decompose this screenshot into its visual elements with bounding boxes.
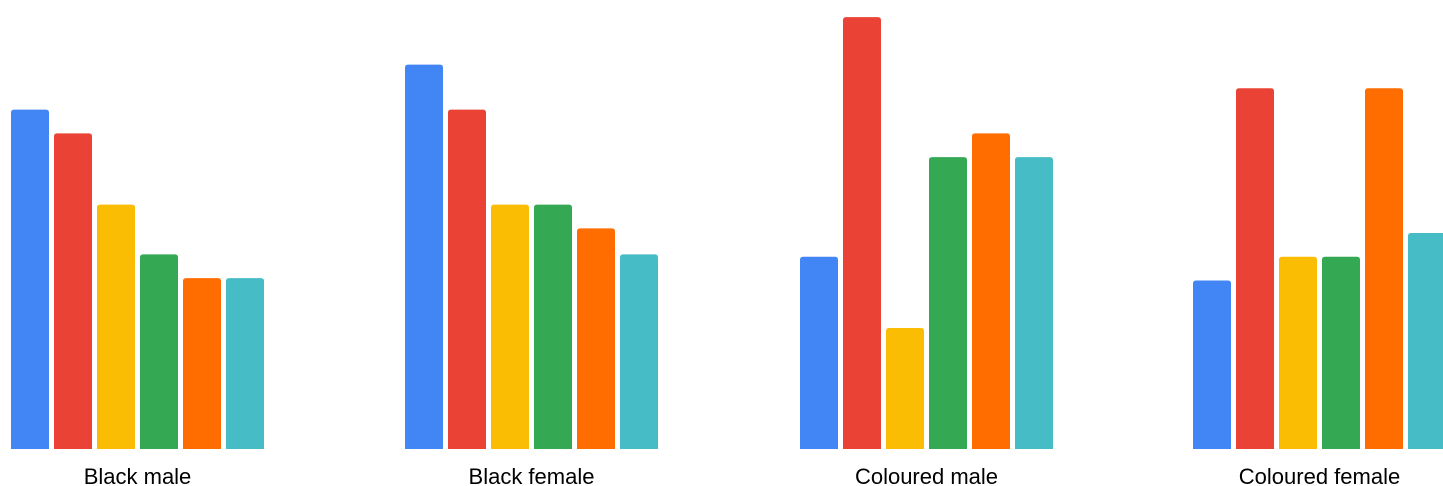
bar: [183, 278, 221, 449]
bar: [1015, 157, 1053, 449]
bar: [1408, 233, 1443, 449]
bar: [1279, 256, 1317, 449]
bar: [620, 254, 658, 449]
bar: [97, 204, 135, 449]
category-labels: Black male Black female Coloured male Colou…: [84, 464, 1401, 486]
bar: [1365, 88, 1403, 449]
category-label: Coloured female: [1239, 464, 1400, 486]
bar: [491, 204, 529, 449]
bar-group: [11, 109, 264, 450]
bar-group: [1193, 88, 1443, 449]
bar: [886, 327, 924, 449]
bar: [929, 157, 967, 449]
bar: [577, 228, 615, 449]
bars-layer: [11, 17, 1443, 450]
bar: [11, 109, 49, 450]
category-label: Black male: [84, 464, 192, 486]
bar: [448, 109, 486, 450]
bar: [226, 278, 264, 449]
bar: [800, 256, 838, 449]
bar: [1236, 88, 1274, 449]
bar: [1193, 280, 1231, 449]
bar-group: [405, 64, 658, 450]
bar: [140, 254, 178, 449]
bar: [843, 17, 881, 449]
bar: [54, 133, 92, 449]
bar: [534, 204, 572, 449]
category-label: Black female: [469, 464, 595, 486]
bar: [1322, 256, 1360, 449]
bar: [405, 64, 443, 450]
bar-group: [800, 17, 1053, 449]
bar: [972, 133, 1010, 449]
category-label: Coloured male: [855, 464, 998, 486]
